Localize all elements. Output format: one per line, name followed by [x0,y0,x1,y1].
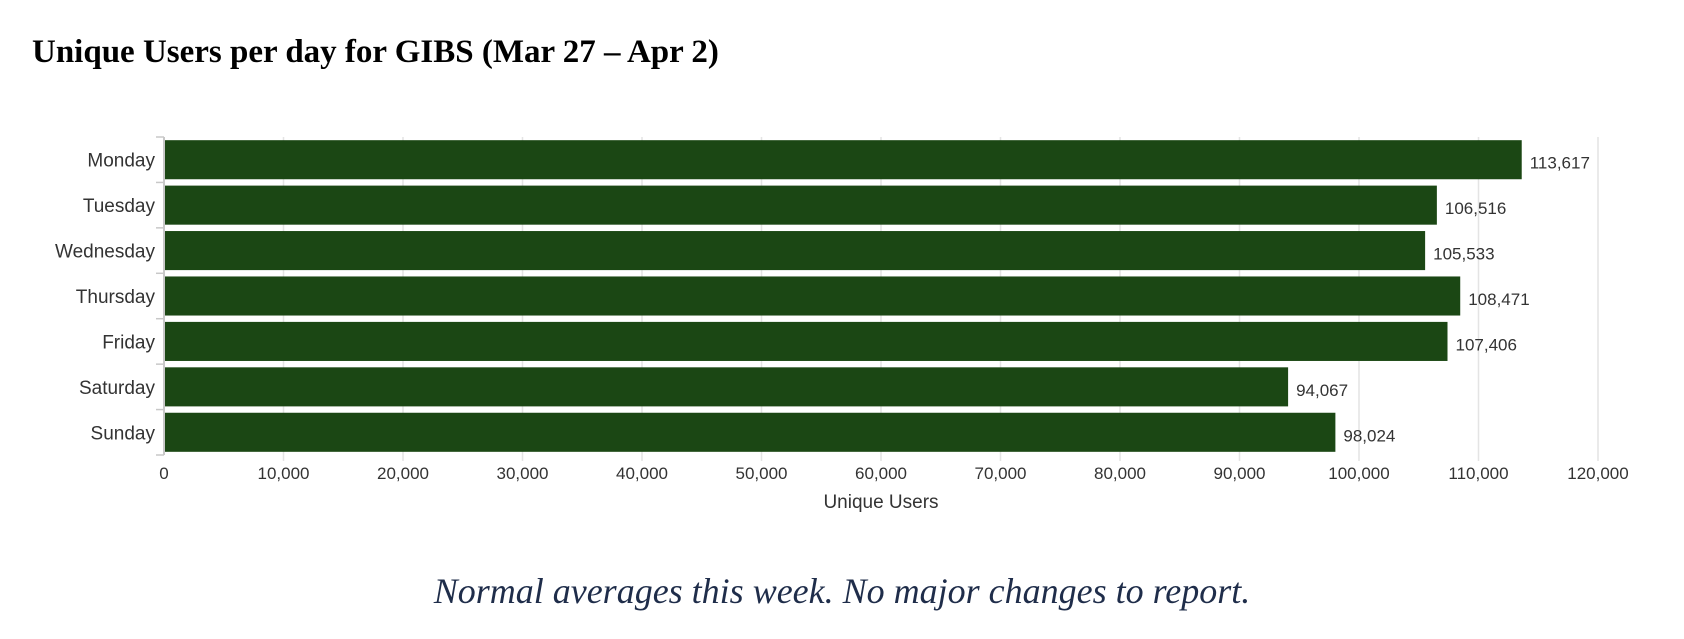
x-tick-label: 110,000 [1448,464,1508,483]
x-tick-label: 100,000 [1328,464,1389,483]
x-tick-label: 40,000 [616,464,668,483]
value-label: 113,617 [1530,154,1590,173]
value-label: 106,516 [1445,199,1506,218]
x-tick-label: 80,000 [1094,464,1146,483]
bar [164,276,1461,316]
category-label: Friday [102,332,155,353]
x-tick-label: 90,000 [1214,464,1266,483]
bar [164,140,1522,180]
category-label: Sunday [91,423,156,444]
bar [164,412,1336,452]
value-label: 108,471 [1468,290,1529,309]
x-tick-label: 30,000 [497,464,549,483]
labels: 0 10,000 20,000 30,000 40,000 50,000 60,000 70,… [55,151,1629,483]
bars [164,140,1522,452]
x-tick-label: 50,000 [736,464,788,483]
bar-chart: 0 10,000 20,000 30,000 40,000 50,000 60,000 70,… [55,136,1629,513]
bar [164,185,1437,225]
category-label: Saturday [79,378,156,399]
category-label: Thursday [76,287,156,308]
caption: Normal averages this week. No major chan… [433,571,1251,611]
x-tick-label: 20,000 [377,464,429,483]
value-label: 107,406 [1456,335,1517,354]
value-label: 105,533 [1433,245,1494,264]
bar [164,321,1448,361]
x-tick-label: 60,000 [855,464,907,483]
axes [156,136,165,456]
category-label: Monday [87,151,155,172]
x-tick-label: 70,000 [975,464,1027,483]
bar [164,231,1426,271]
x-tick-label: 10,000 [258,464,310,483]
value-label: 98,024 [1343,426,1395,445]
category-label: Tuesday [83,196,156,217]
x-axis-title: Unique Users [823,492,938,513]
bar [164,367,1289,407]
category-label: Wednesday [55,242,155,263]
x-tick-label: 0 [159,464,168,483]
x-tick-label: 120,000 [1567,464,1628,483]
page-title: Unique Users per day for GIBS (Mar 27 – … [32,34,719,70]
value-label: 94,067 [1296,381,1348,400]
